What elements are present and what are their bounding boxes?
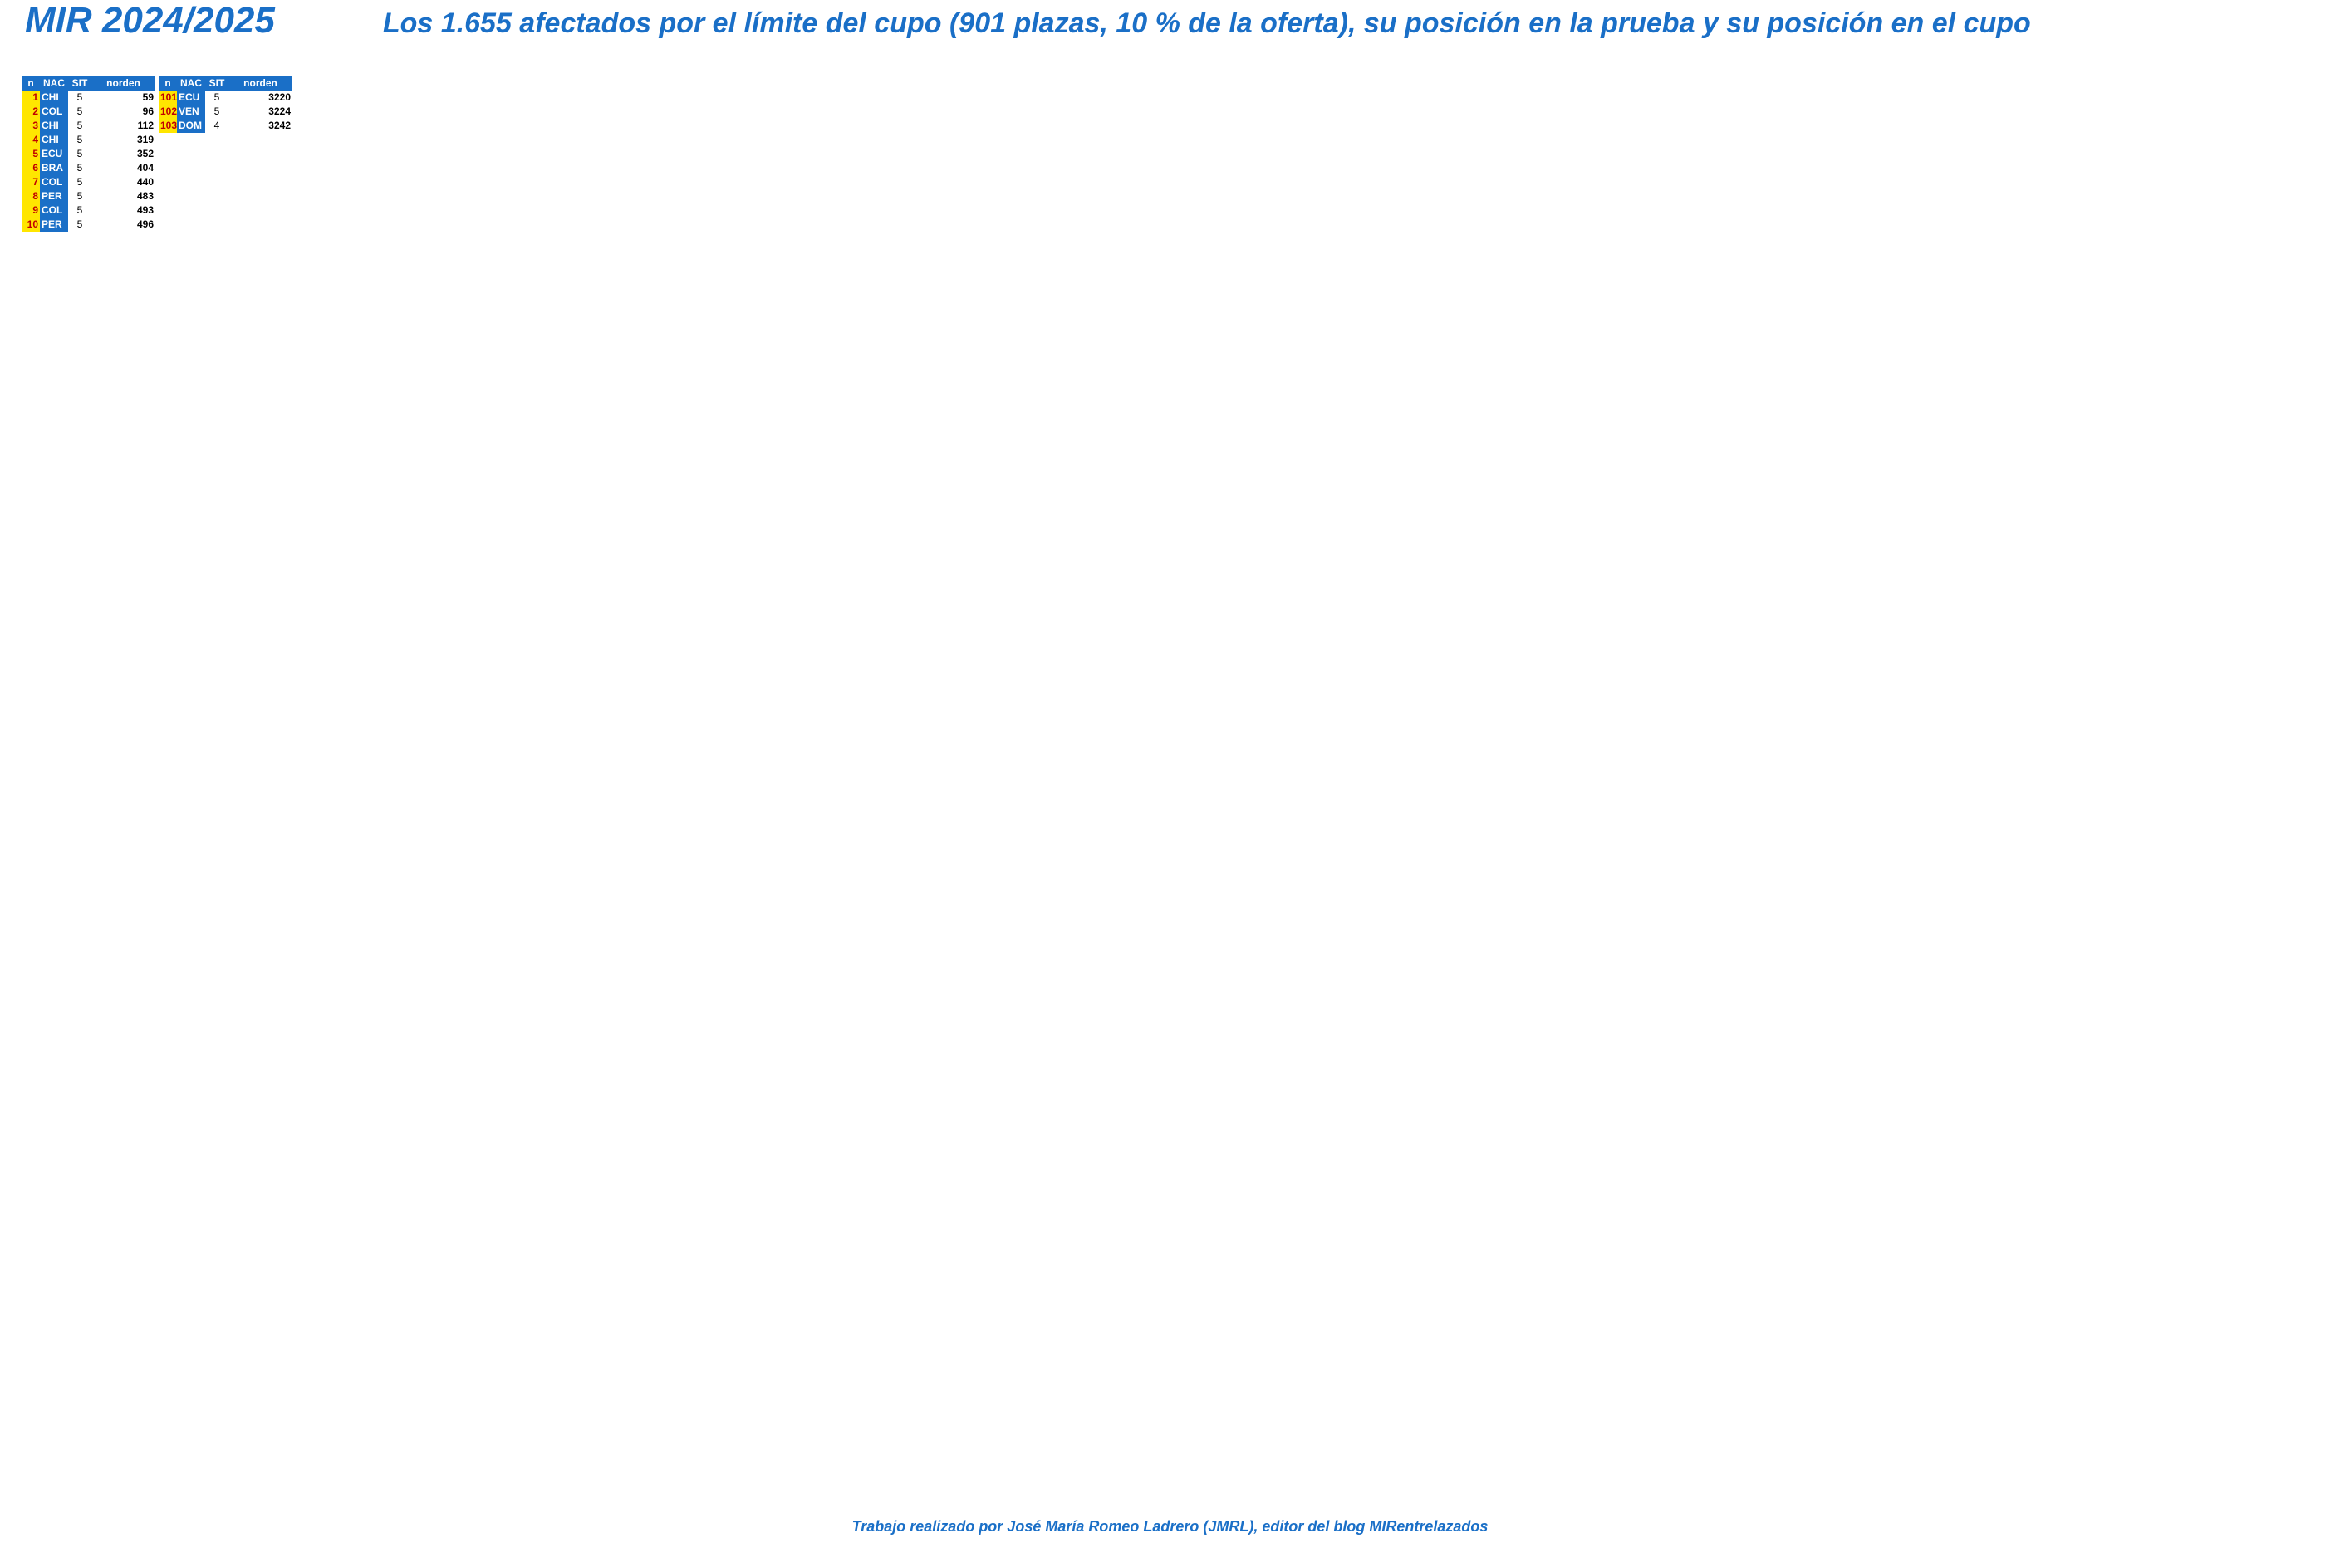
table-row: 4 CHI 5 319 (22, 133, 155, 147)
rank-cell: 9 (22, 203, 40, 218)
table-row: 5 ECU 5 352 (22, 147, 155, 161)
table-row: 7 COL 5 440 (22, 175, 155, 189)
rank-cell: 101 (159, 91, 177, 105)
rank-cell: 3 (22, 119, 40, 133)
column-header: NAC (177, 76, 205, 91)
situation-cell: 5 (68, 147, 91, 161)
table-row: 10 PER 5 496 (22, 218, 155, 232)
nationality-cell: COL (40, 203, 68, 218)
situation-cell: 4 (205, 119, 228, 133)
order-number-cell: 319 (91, 133, 155, 147)
order-number-cell: 112 (91, 119, 155, 133)
order-number-cell: 496 (91, 218, 155, 232)
rank-cell: 6 (22, 161, 40, 175)
situation-cell: 5 (68, 133, 91, 147)
situation-cell: 5 (68, 161, 91, 175)
column-header: n (22, 76, 40, 91)
situation-cell: 5 (68, 203, 91, 218)
situation-cell: 5 (68, 91, 91, 105)
nationality-cell: VEN (177, 105, 205, 119)
table-row: 2 COL 5 96 (22, 105, 155, 119)
table-row: 3 CHI 5 112 (22, 119, 155, 133)
table-row: 1 CHI 5 59 (22, 91, 155, 105)
rank-cell: 103 (159, 119, 177, 133)
column-header: SIT (205, 76, 228, 91)
order-number-cell: 3224 (228, 105, 292, 119)
rank-cell: 7 (22, 175, 40, 189)
order-number-cell: 404 (91, 161, 155, 175)
page-subtitle: Los 1.655 afectados por el límite del cu… (382, 7, 2031, 39)
rank-cell: 10 (22, 218, 40, 232)
order-number-cell: 352 (91, 147, 155, 161)
situation-cell: 5 (68, 105, 91, 119)
rank-cell: 2 (22, 105, 40, 119)
rank-cell: 5 (22, 147, 40, 161)
nationality-cell: ECU (40, 147, 68, 161)
header: MIR 2024/2025 Los 1.655 afectados por el… (0, 0, 2340, 76)
column-block: n NAC SIT norden 1 CHI 5 59 2 COL 5 96 3 CHI 5 112 4 CHI 5… (22, 76, 155, 1510)
situation-cell: 5 (68, 119, 91, 133)
column-header: n (159, 76, 177, 91)
rank-cell: 4 (22, 133, 40, 147)
column-header-row: n NAC SIT norden (159, 76, 292, 91)
column-header: norden (228, 76, 292, 91)
nationality-cell: BRA (40, 161, 68, 175)
nationality-cell: CHI (40, 133, 68, 147)
page-title: MIR 2024/2025 (25, 0, 275, 41)
table-row: 9 COL 5 493 (22, 203, 155, 218)
table-row: 103 DOM 4 3242 (159, 119, 292, 133)
nationality-cell: ECU (177, 91, 205, 105)
order-number-cell: 3220 (228, 91, 292, 105)
order-number-cell: 493 (91, 203, 155, 218)
column-header-row: n NAC SIT norden (22, 76, 155, 91)
column-header: norden (91, 76, 155, 91)
nationality-cell: COL (40, 105, 68, 119)
situation-cell: 5 (68, 218, 91, 232)
footer-credit: Trabajo realizado por José María Romeo L… (851, 1518, 1489, 1535)
situation-cell: 5 (68, 189, 91, 203)
order-number-cell: 59 (91, 91, 155, 105)
rank-cell: 102 (159, 105, 177, 119)
order-number-cell: 96 (91, 105, 155, 119)
nationality-cell: PER (40, 218, 68, 232)
column-header: SIT (68, 76, 91, 91)
situation-cell: 5 (205, 91, 228, 105)
column-block: n NAC SIT norden 101 ECU 5 3220 102 VEN 5 3224 103 DO… (159, 76, 292, 1510)
column-header: NAC (40, 76, 68, 91)
nationality-cell: PER (40, 189, 68, 203)
order-number-cell: 3242 (228, 119, 292, 133)
table-row: 6 BRA 5 404 (22, 161, 155, 175)
situation-cell: 5 (205, 105, 228, 119)
nationality-cell: CHI (40, 91, 68, 105)
order-number-cell: 440 (91, 175, 155, 189)
nationality-cell: DOM (177, 119, 205, 133)
table-row: 101 ECU 5 3220 (159, 91, 292, 105)
situation-cell: 5 (68, 175, 91, 189)
order-number-cell: 483 (91, 189, 155, 203)
table-row: 102 VEN 5 3224 (159, 105, 292, 119)
nationality-cell: COL (40, 175, 68, 189)
rank-cell: 1 (22, 91, 40, 105)
nationality-cell: CHI (40, 119, 68, 133)
rank-cell: 8 (22, 189, 40, 203)
ranking-grid: n NAC SIT norden 1 CHI 5 59 2 COL 5 96 3 CHI 5 112 4 CHI 5… (0, 76, 2340, 1510)
table-row: 8 PER 5 483 (22, 189, 155, 203)
